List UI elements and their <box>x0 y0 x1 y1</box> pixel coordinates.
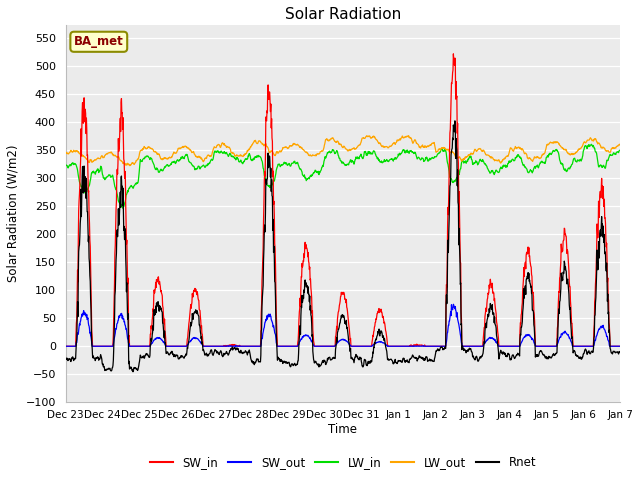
X-axis label: Time: Time <box>328 422 357 436</box>
Y-axis label: Solar Radiation (W/m2): Solar Radiation (W/m2) <box>7 144 20 282</box>
Text: BA_met: BA_met <box>74 35 124 48</box>
Title: Solar Radiation: Solar Radiation <box>285 7 401 22</box>
Legend: SW_in, SW_out, LW_in, LW_out, Rnet: SW_in, SW_out, LW_in, LW_out, Rnet <box>145 452 541 474</box>
